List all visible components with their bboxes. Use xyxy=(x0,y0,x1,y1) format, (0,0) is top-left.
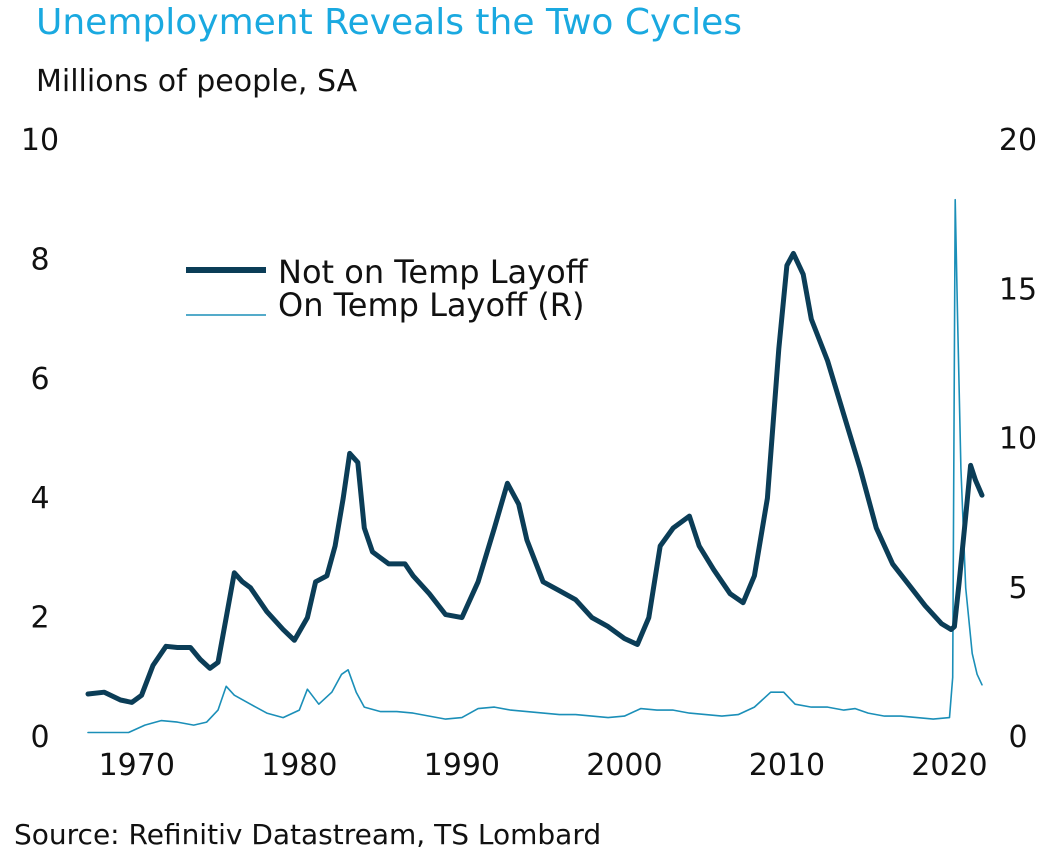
left-tick-label: 0 xyxy=(30,720,49,755)
series-layer xyxy=(85,198,985,734)
right-tick-label: 15 xyxy=(999,272,1037,307)
chart-subtitle: Millions of people, SA xyxy=(36,64,358,99)
left-tick-label: 10 xyxy=(21,123,59,158)
right-tick-label: 10 xyxy=(999,422,1037,457)
x-tick-label: 1970 xyxy=(99,748,175,783)
left-axis-ticks: 0 2 4 6 8 10 xyxy=(21,123,59,755)
legend-label-on-temp-layoff: On Temp Layoff (R) xyxy=(278,286,584,324)
left-tick-label: 8 xyxy=(30,242,49,277)
right-tick-label: 20 xyxy=(999,123,1037,158)
right-tick-label: 5 xyxy=(1008,571,1027,606)
right-axis-ticks: 0 5 10 15 20 xyxy=(999,123,1037,755)
x-tick-label: 1980 xyxy=(261,748,337,783)
chart-title: Unemployment Reveals the Two Cycles xyxy=(36,2,743,43)
legend-label-not-on-temp-layoff: Not on Temp Layoff xyxy=(278,253,589,291)
left-tick-label: 4 xyxy=(30,481,49,516)
x-tick-label: 2000 xyxy=(586,748,662,783)
source-note: Source: Refinitiv Datastream, TS Lombard xyxy=(14,818,602,851)
series-line-on-temp-layoff xyxy=(87,198,983,734)
left-tick-label: 6 xyxy=(30,362,49,397)
x-tick-label: 1990 xyxy=(424,748,500,783)
x-axis-ticks: 1970 1980 1990 2000 2010 2020 xyxy=(99,748,988,783)
right-tick-label: 0 xyxy=(1008,720,1027,755)
x-tick-label: 2020 xyxy=(911,748,987,783)
legend: Not on Temp Layoff On Temp Layoff (R) xyxy=(186,253,589,324)
x-tick-label: 2010 xyxy=(749,748,825,783)
left-tick-label: 2 xyxy=(30,601,49,636)
series-line-not-on-temp-layoff xyxy=(85,250,985,705)
